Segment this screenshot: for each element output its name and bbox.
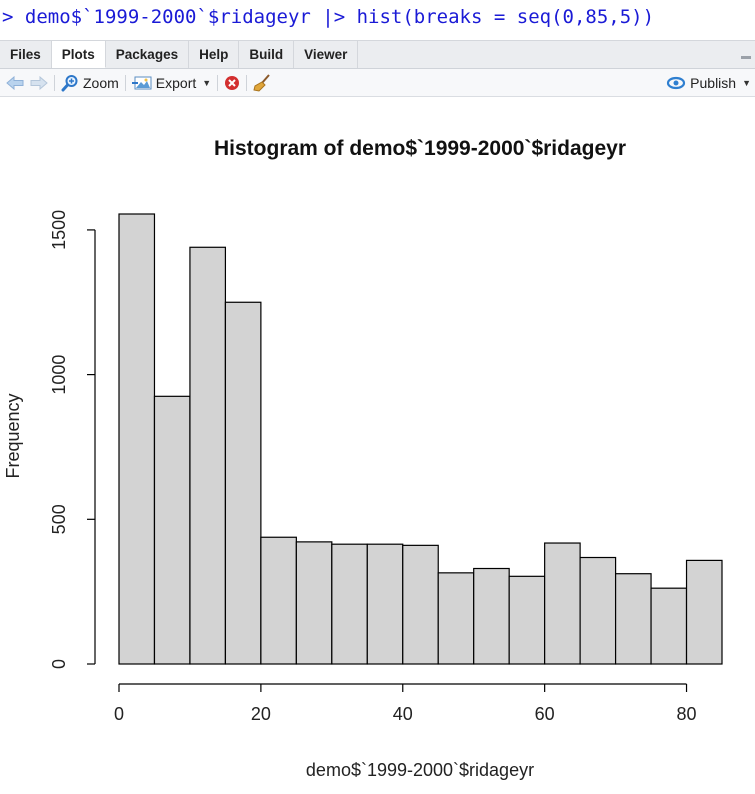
toolbar-divider	[124, 74, 126, 91]
x-tick-label: 0	[114, 704, 124, 724]
pane-tab-bar: Files Plots Packages Help Build Viewer	[0, 40, 755, 69]
toolbar-divider	[217, 74, 219, 91]
export-menu-button[interactable]: Export ▼	[131, 69, 212, 96]
arrow-right-icon	[30, 75, 48, 90]
tab-files[interactable]: Files	[0, 41, 52, 68]
histogram-bar	[153, 395, 191, 665]
histogram-bar	[402, 544, 439, 665]
histogram-bar	[579, 556, 617, 665]
y-tick-label: 1000	[49, 355, 69, 395]
histogram-bar	[508, 575, 546, 665]
tab-build[interactable]: Build	[239, 41, 295, 68]
export-label: Export	[155, 74, 197, 91]
histogram-bar	[614, 573, 652, 665]
histogram-bar	[260, 536, 297, 665]
histogram-bar	[366, 543, 404, 665]
zoom-label: Zoom	[83, 74, 119, 91]
magnifier-icon	[61, 74, 78, 91]
histogram-bar	[189, 246, 227, 665]
zoom-button[interactable]: Zoom	[61, 69, 119, 96]
chevron-down-icon: ▼	[202, 77, 212, 88]
remove-icon	[225, 75, 240, 90]
y-tick-label: 0	[49, 659, 69, 669]
chevron-down-icon: ▼	[742, 77, 751, 88]
back-button[interactable]	[0, 69, 24, 96]
export-image-icon	[131, 76, 152, 89]
histogram-bar	[224, 301, 262, 665]
x-tick-label: 20	[251, 704, 271, 724]
x-tick-label: 80	[677, 704, 697, 724]
plots-toolbar: Zoom Export ▼ Publish ▼	[0, 69, 755, 97]
y-axis-label: Frequency	[3, 393, 23, 478]
histogram-bar	[437, 572, 475, 665]
publish-button[interactable]: Publish ▼	[666, 69, 751, 96]
x-tick-label: 60	[535, 704, 555, 724]
forward-button[interactable]	[24, 69, 48, 96]
tab-viewer[interactable]: Viewer	[294, 41, 359, 68]
publish-icon	[667, 76, 686, 89]
console-command-line: > demo$`1999-2000`$ridageyr |> hist(brea…	[0, 0, 755, 38]
arrow-left-icon	[6, 75, 24, 90]
histogram-bar	[118, 213, 156, 665]
tab-plots[interactable]: Plots	[51, 41, 106, 68]
plot-viewer: Histogram of demo$`1999-2000`$ridageyr F…	[0, 97, 755, 789]
y-tick-label: 1500	[49, 210, 69, 250]
x-tick-label: 40	[393, 704, 413, 724]
histogram-bar	[544, 542, 581, 665]
tab-help[interactable]: Help	[189, 41, 240, 68]
x-axis-label: demo$`1999-2000`$ridageyr	[306, 760, 534, 780]
histogram-bar	[685, 559, 723, 665]
histogram-bar	[650, 587, 688, 665]
chart-title: Histogram of demo$`1999-2000`$ridageyr	[214, 137, 626, 160]
histogram-bar	[331, 543, 368, 665]
remove-plot-button[interactable]	[224, 69, 240, 96]
histogram-bar	[473, 567, 510, 665]
toolbar-divider	[246, 74, 248, 91]
y-tick-label: 500	[49, 504, 69, 534]
tab-packages[interactable]: Packages	[106, 41, 190, 68]
minimize-pane-icon[interactable]	[741, 56, 751, 59]
broom-icon	[253, 73, 270, 92]
toolbar-divider	[54, 74, 55, 91]
clear-all-plots-button[interactable]	[253, 69, 271, 96]
publish-label: Publish	[690, 74, 737, 91]
histogram-bar	[295, 541, 333, 665]
histogram-chart: Histogram of demo$`1999-2000`$ridageyr F…	[3, 137, 723, 780]
